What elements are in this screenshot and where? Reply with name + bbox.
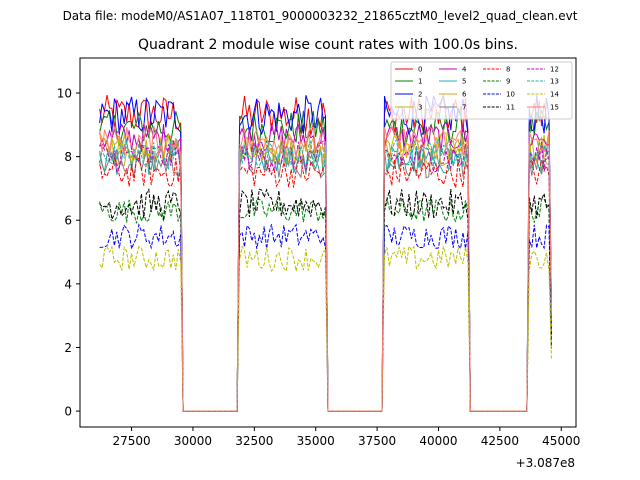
plot-lines (99, 93, 552, 412)
x-tick-label: 30000 (174, 434, 212, 448)
x-tick-label: 35000 (297, 434, 335, 448)
series-line-10 (99, 222, 552, 412)
axes-frame (79, 57, 577, 428)
legend-label: 0 (418, 66, 422, 74)
legend-label: 15 (550, 104, 559, 112)
series-line-14 (99, 245, 552, 412)
legend-label: 4 (462, 66, 467, 74)
legend-label: 3 (418, 104, 422, 112)
legend-label: 6 (462, 91, 467, 99)
y-tick-label: 6 (64, 214, 72, 228)
legend-label: 8 (506, 66, 510, 74)
legend-label: 1 (418, 78, 422, 86)
legend-label: 7 (462, 104, 466, 112)
x-tick-label: 45000 (542, 434, 580, 448)
legend-label: 11 (506, 104, 515, 112)
x-axis-ticks: 27500 30000 32500 35000 37500 40000 42500 45000 (112, 427, 580, 448)
legend-label: 2 (418, 91, 422, 99)
x-offset-label: +3.087e8 (516, 456, 575, 470)
y-tick-label: 0 (64, 405, 72, 419)
legend-label: 13 (550, 78, 559, 86)
legend-box (390, 61, 573, 120)
x-tick-label: 42500 (481, 434, 519, 448)
x-tick-label: 32500 (235, 434, 273, 448)
legend-label: 14 (550, 91, 559, 99)
legend-label: 12 (550, 66, 559, 74)
x-tick-label: 27500 (112, 434, 150, 448)
x-tick-label: 40000 (419, 434, 457, 448)
legend-label: 9 (506, 78, 510, 86)
figure-suptitle: Data file: modeM0/AS1A07_118T01_90000032… (63, 9, 578, 23)
y-tick-label: 2 (64, 341, 72, 355)
x-tick-label: 37500 (358, 434, 396, 448)
series-line-15 (99, 124, 552, 412)
y-tick-label: 8 (64, 150, 72, 164)
chart-title: Quadrant 2 module wise count rates with … (138, 37, 518, 53)
legend-label: 5 (462, 78, 466, 86)
y-tick-label: 4 (64, 277, 72, 291)
legend-label: 10 (506, 91, 515, 99)
y-tick-label: 10 (57, 86, 72, 100)
y-axis-ticks: 0 2 4 6 8 10 (57, 86, 80, 419)
